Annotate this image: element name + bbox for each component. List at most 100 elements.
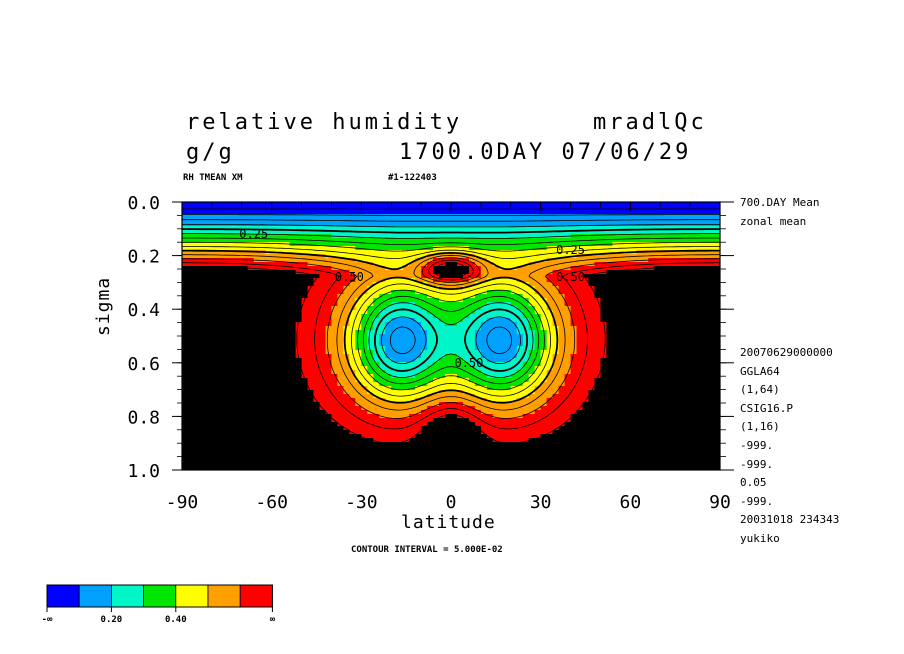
field-cell — [594, 226, 602, 231]
field-cell — [403, 246, 410, 251]
field-cell — [397, 374, 404, 379]
field-cell — [271, 254, 279, 259]
field-cell — [445, 354, 452, 359]
field-cell — [540, 238, 548, 243]
field-cell — [397, 358, 404, 363]
field-cell — [385, 358, 392, 363]
field-cell — [349, 366, 356, 371]
field-cell — [648, 222, 655, 227]
field-cell — [409, 210, 416, 215]
field-cell — [534, 238, 542, 243]
field-cell — [367, 298, 374, 303]
field-cell — [217, 262, 225, 267]
field-cell — [648, 310, 655, 315]
field-cell — [439, 282, 446, 287]
field-cell — [271, 258, 279, 263]
field-cell — [211, 238, 219, 243]
field-cell — [229, 206, 237, 211]
field-cell — [259, 238, 267, 243]
field-cell — [433, 386, 440, 391]
field-cell — [205, 378, 213, 383]
field-cell — [229, 330, 237, 335]
field-cell — [182, 350, 189, 355]
field-cell — [277, 242, 285, 247]
field-cell — [504, 330, 512, 335]
field-cell — [714, 386, 720, 391]
field-cell — [636, 414, 643, 419]
field-cell — [672, 402, 679, 407]
field-cell — [343, 410, 350, 415]
field-cell — [528, 414, 536, 419]
field-cell — [331, 314, 339, 319]
field-cell — [456, 234, 464, 239]
field-cell — [582, 202, 590, 207]
field-cell — [594, 410, 602, 415]
field-cell — [624, 262, 631, 267]
field-cell — [265, 370, 273, 375]
field-cell — [289, 306, 297, 311]
field-cell — [540, 386, 548, 391]
field-cell — [187, 326, 195, 331]
field-cell — [409, 290, 416, 295]
field-cell — [361, 398, 368, 403]
field-cell — [462, 318, 470, 323]
field-cell — [223, 214, 231, 219]
field-cell — [624, 326, 631, 331]
field-cell — [355, 210, 362, 215]
field-cell — [241, 374, 249, 379]
field-cell — [618, 386, 625, 391]
field-cell — [504, 254, 512, 259]
field-cell — [594, 222, 602, 227]
field-cell — [253, 234, 261, 239]
field-cell — [403, 218, 410, 223]
field-cell — [415, 210, 422, 215]
field-cell — [277, 362, 285, 367]
field-cell — [480, 366, 488, 371]
field-cell — [606, 250, 613, 255]
field-cell — [666, 330, 673, 335]
field-cell — [229, 378, 237, 383]
field-cell — [552, 362, 560, 367]
field-cell — [289, 322, 297, 327]
field-cell — [570, 414, 578, 419]
field-cell — [672, 294, 679, 299]
field-cell — [498, 326, 506, 331]
field-cell — [247, 274, 255, 279]
field-cell — [696, 290, 703, 295]
field-cell — [271, 358, 279, 363]
field-cell — [456, 226, 464, 231]
field-cell — [433, 318, 440, 323]
field-cell — [666, 350, 673, 355]
field-cell — [229, 350, 237, 355]
field-cell — [295, 362, 303, 367]
field-cell — [182, 366, 189, 371]
field-cell — [588, 246, 596, 251]
field-cell — [205, 238, 213, 243]
field-cell — [504, 274, 512, 279]
field-cell — [576, 378, 584, 383]
field-cell — [283, 406, 291, 411]
field-cell — [468, 346, 476, 351]
contour-fills — [182, 202, 720, 470]
field-cell — [307, 226, 315, 231]
field-cell — [193, 254, 201, 259]
field-cell — [307, 206, 315, 211]
field-cell — [612, 290, 619, 295]
field-cell — [247, 326, 255, 331]
field-cell — [564, 314, 572, 319]
field-cell — [229, 318, 237, 323]
field-cell — [409, 382, 416, 387]
field-cell — [486, 202, 494, 207]
field-cell — [510, 298, 518, 303]
field-cell — [295, 386, 303, 391]
field-cell — [642, 242, 649, 247]
field-cell — [540, 282, 548, 287]
field-cell — [373, 250, 380, 255]
field-cell — [373, 254, 380, 259]
field-cell — [564, 242, 572, 247]
field-cell — [241, 286, 249, 291]
field-cell — [648, 398, 655, 403]
field-cell — [510, 382, 518, 387]
field-cell — [492, 350, 500, 355]
field-cell — [534, 254, 542, 259]
